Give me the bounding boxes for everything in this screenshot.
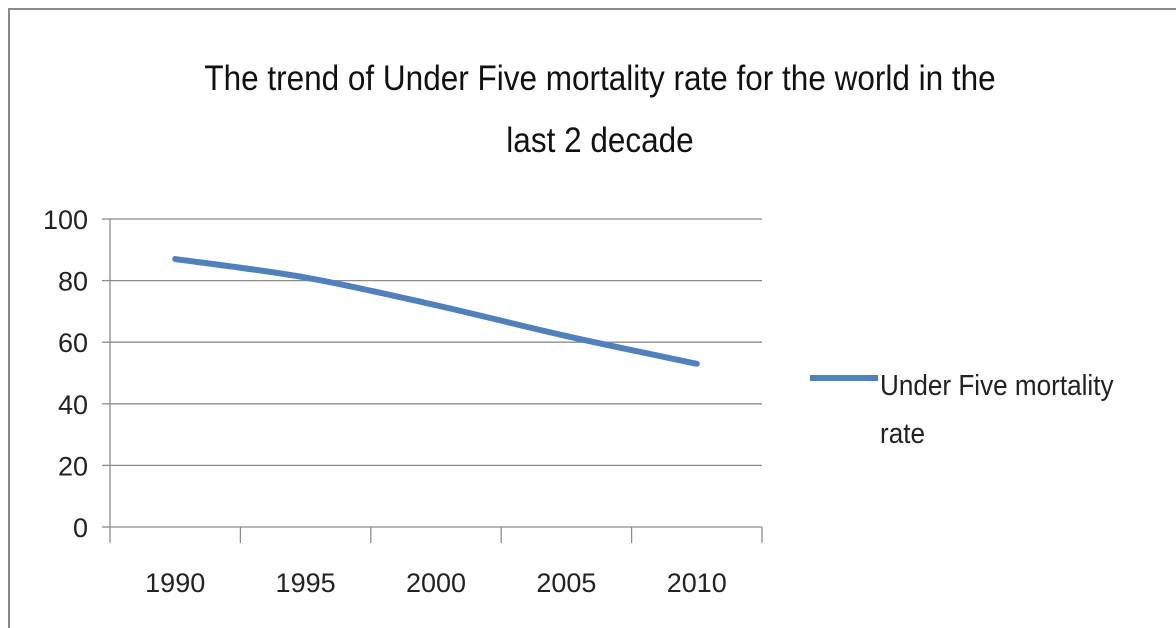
series-lines [172, 256, 700, 367]
x-tick-label: 2005 [536, 568, 596, 598]
legend-label: Under Five mortality rate [880, 370, 1114, 450]
series-line [172, 256, 700, 367]
y-tick-label: 20 [58, 451, 88, 481]
y-tick-labels: 0 20 40 60 80 100 [43, 205, 88, 543]
y-tick-label: 40 [58, 390, 88, 420]
axes [102, 218, 763, 543]
y-tick-label: 0 [73, 513, 88, 543]
gridlines [110, 218, 762, 467]
legend-swatch [810, 375, 878, 381]
x-tick-label: 2010 [667, 568, 727, 598]
legend: Under Five mortality rate [810, 362, 1170, 462]
y-tick-label: 80 [58, 267, 88, 297]
x-tick-label: 2000 [406, 568, 466, 598]
chart-title: The trend of Under Five mortality rate f… [204, 59, 996, 160]
y-tick-label: 60 [58, 328, 88, 358]
y-tick-label: 100 [43, 205, 88, 235]
x-tick-labels: 1990 1995 2000 2005 2010 [145, 568, 727, 598]
x-tick-label: 1995 [276, 568, 336, 598]
chart-frame [8, 8, 1176, 628]
x-tick-label: 1990 [145, 568, 205, 598]
